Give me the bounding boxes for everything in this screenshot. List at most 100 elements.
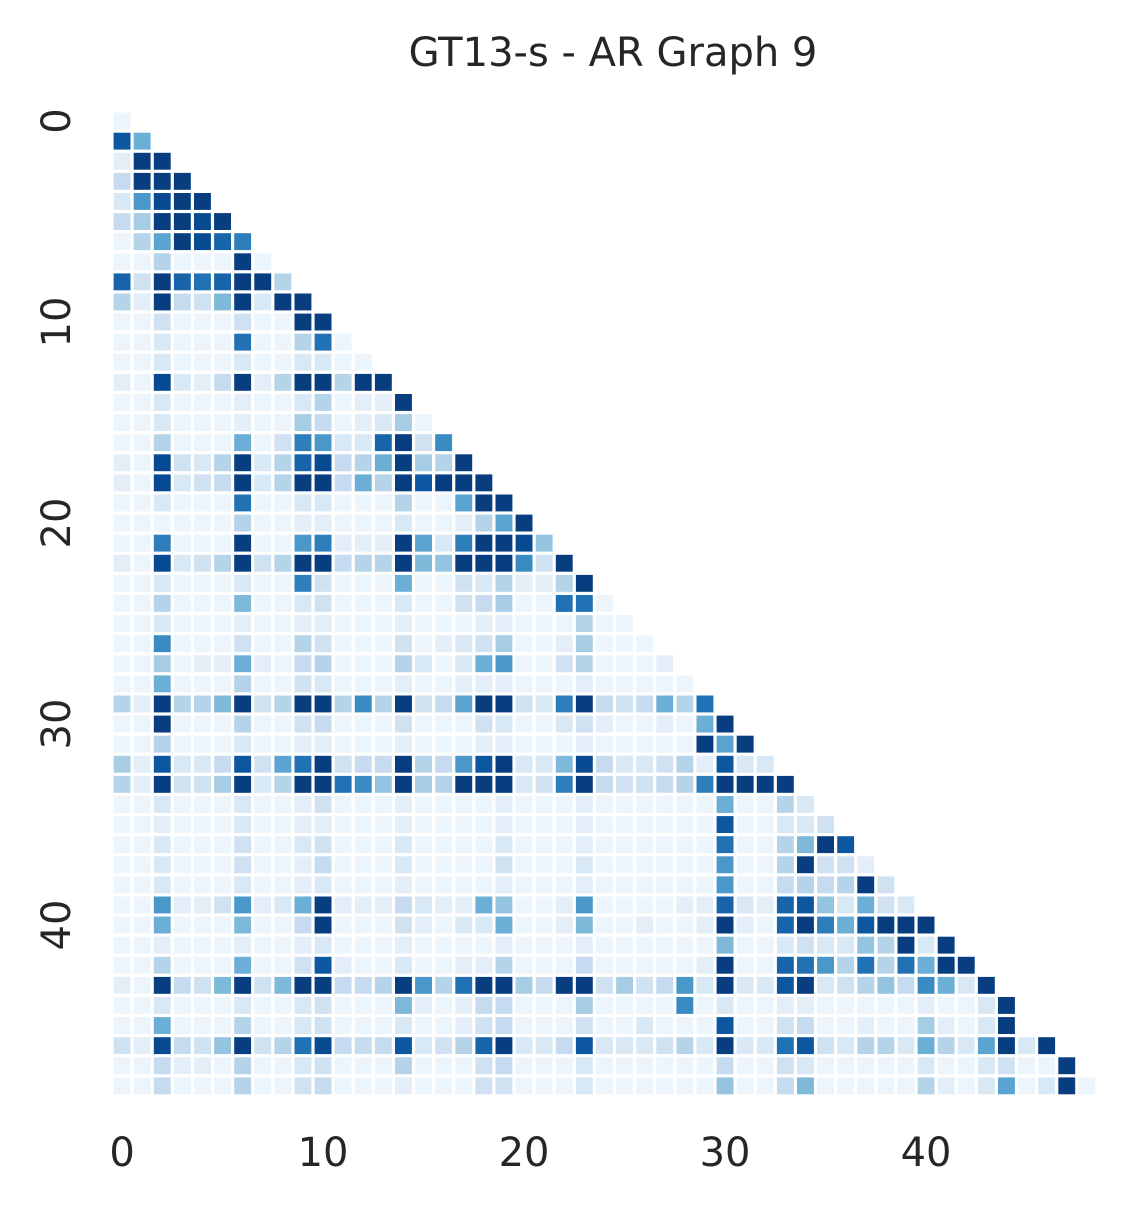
heatmap-cell-r14-c6 [234,394,252,411]
heatmap-cell-r32-c23 [575,755,593,773]
heatmap-cell-r46-c27 [656,1037,674,1055]
heatmap-cell-r8-c3 [173,273,191,291]
heatmap-cell-r25-c12 [354,615,372,632]
heatmap-cell-r0-c0 [113,112,131,130]
heatmap-cell-r31-c24 [596,735,613,753]
heatmap-cell-r35-c32 [756,816,774,833]
heatmap-cell-r37-c31 [736,856,754,874]
heatmap-cell-r15-c14 [395,414,412,431]
heatmap-cell-r41-c2 [153,936,171,954]
heatmap-cell-r31-c12 [354,735,372,753]
heatmap-cell-r5-c4 [194,213,211,230]
heatmap-cell-r40-c13 [374,916,392,934]
heatmap-cell-r48-c30 [716,1077,734,1095]
heatmap-cell-r45-c4 [194,1017,211,1034]
heatmap-cell-r32-c10 [314,755,332,773]
heatmap-cell-r40-c33 [776,916,794,934]
heatmap-cell-r38-c11 [334,876,352,894]
heatmap-cell-r26-c2 [153,635,171,653]
heatmap-cell-r19-c17 [455,494,473,512]
heatmap-cell-r39-c16 [435,896,453,914]
heatmap-cell-r32-c6 [234,755,252,773]
heatmap-cell-r39-c2 [153,896,171,914]
heatmap-cell-r24-c3 [173,595,191,612]
heatmap-cell-r26-c21 [535,635,553,653]
heatmap-cell-r9-c9 [294,293,312,311]
heatmap-cell-r34-c6 [234,796,252,813]
heatmap-cell-r11-c5 [214,333,231,351]
heatmap-cell-r46-c32 [756,1037,774,1055]
heatmap-cell-r42-c14 [395,956,412,974]
heatmap-cell-r30-c13 [374,715,392,733]
heatmap-cell-r26-c12 [354,635,372,653]
heatmap-cell-r40-c15 [415,916,432,934]
heatmap-cell-r39-c7 [254,896,272,914]
heatmap-cell-r45-c44 [998,1017,1015,1034]
heatmap-cell-r29-c25 [616,695,633,713]
heatmap-cell-r42-c3 [173,956,191,974]
heatmap-cell-r43-c10 [314,976,332,994]
heatmap-cell-r44-c15 [415,997,432,1014]
heatmap-cell-r23-c11 [334,574,352,592]
heatmap-cell-r27-c2 [153,655,171,673]
heatmap-cell-r18-c2 [153,474,171,492]
heatmap-cell-r29-c0 [113,695,131,713]
heatmap-cell-r28-c19 [495,675,513,693]
heatmap-cell-r31-c14 [395,735,412,753]
heatmap-cell-r28-c17 [455,675,473,693]
heatmap-cell-r21-c5 [214,534,231,552]
heatmap-cell-r36-c26 [636,836,654,854]
heatmap-cell-r38-c13 [374,876,392,894]
heatmap-cell-r16-c11 [334,434,352,452]
heatmap-cell-r28-c18 [475,675,493,693]
heatmap-cell-r34-c27 [656,796,674,813]
heatmap-cell-r26-c25 [616,635,633,653]
heatmap-cell-r47-c44 [998,1057,1015,1075]
heatmap-cell-r48-c15 [415,1077,432,1095]
heatmap-cell-r43-c8 [274,976,292,994]
heatmap-cell-r14-c0 [113,394,131,411]
heatmap-cell-r42-c8 [274,956,292,974]
heatmap-cell-r27-c3 [173,655,191,673]
heatmap-cell-r43-c38 [877,976,895,994]
heatmap-cell-r40-c12 [354,916,372,934]
heatmap-cell-r35-c13 [374,816,392,833]
heatmap-cell-r32-c24 [596,755,613,773]
heatmap-cell-r30-c29 [696,715,714,733]
heatmap-cell-r45-c26 [636,1017,654,1034]
heatmap-cell-r36-c33 [776,836,794,854]
heatmap-cell-r47-c26 [636,1057,654,1075]
heatmap-cell-r43-c16 [435,976,453,994]
heatmap-cell-r42-c6 [234,956,252,974]
heatmap-cell-r42-c18 [475,956,493,974]
heatmap-cell-r19-c16 [435,494,453,512]
heatmap-cell-r31-c8 [274,735,292,753]
heatmap-cell-r47-c25 [616,1057,633,1075]
heatmap-cell-r33-c14 [395,775,412,793]
heatmap-cell-r48-c29 [696,1077,714,1095]
heatmap-cell-r38-c2 [153,876,171,894]
heatmap-cell-r18-c1 [133,474,151,492]
heatmap-cell-r35-c16 [435,816,453,833]
heatmap-cell-r35-c15 [415,816,432,833]
heatmap-cell-r41-c32 [756,936,774,954]
heatmap-cell-r44-c34 [797,997,814,1014]
heatmap-cell-r10-c0 [113,313,131,331]
heatmap-cell-r40-c23 [575,916,593,934]
heatmap-cell-r26-c9 [294,635,312,653]
heatmap-cell-r48-c23 [575,1077,593,1095]
heatmap-cell-r44-c35 [817,997,834,1014]
heatmap-cell-r42-c33 [776,956,794,974]
heatmap-cell-r43-c9 [294,976,312,994]
heatmap-cell-r23-c16 [435,574,453,592]
heatmap-cell-r15-c4 [194,414,211,431]
heatmap-cell-r22-c14 [395,554,412,572]
heatmap-cell-r22-c18 [475,554,493,572]
heatmap-cell-r34-c0 [113,796,131,813]
heatmap-cell-r22-c12 [354,554,372,572]
heatmap-cell-r48-c7 [254,1077,272,1095]
heatmap-cell-r19-c10 [314,494,332,512]
heatmap-cell-r33-c15 [415,775,432,793]
heatmap-cell-r43-c28 [676,976,694,994]
heatmap-cell-r48-c28 [676,1077,694,1095]
